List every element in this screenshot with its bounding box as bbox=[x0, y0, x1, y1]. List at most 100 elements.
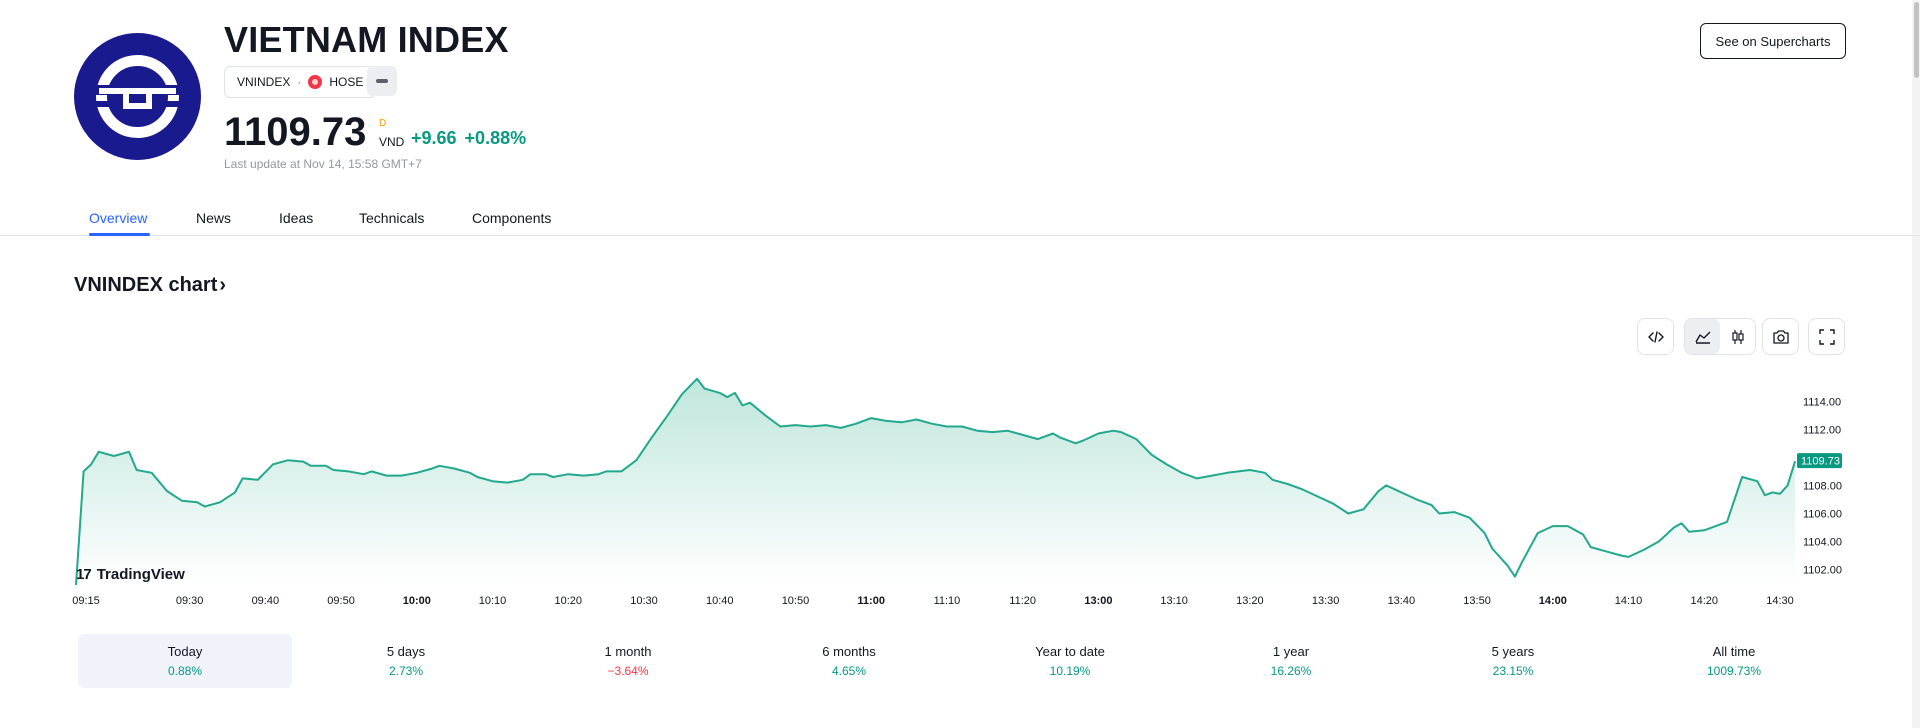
fullscreen-icon bbox=[1818, 328, 1835, 345]
tab-bar: Overview News Ideas Technicals Component… bbox=[0, 203, 1920, 236]
tab-news[interactable]: News bbox=[196, 210, 232, 226]
x-axis-tick: 10:40 bbox=[706, 595, 734, 607]
candlestick-icon bbox=[1731, 329, 1744, 344]
period-1-year[interactable]: 1 year 16.26% bbox=[1184, 634, 1398, 688]
fullscreen-button[interactable] bbox=[1808, 318, 1845, 355]
tradingview-logo-icon: 17 bbox=[76, 566, 92, 583]
period-label: Year to date bbox=[1035, 644, 1105, 659]
period-all-time[interactable]: All time 1009.73% bbox=[1627, 634, 1841, 688]
price-change: +9.66 +0.88% bbox=[411, 128, 526, 149]
y-axis-tick: 1104.00 bbox=[1803, 537, 1842, 549]
period-label: 5 years bbox=[1491, 644, 1535, 659]
tab-components[interactable]: Components bbox=[472, 210, 552, 226]
period-value: 4.65% bbox=[831, 664, 867, 678]
page-scrollbar[interactable] bbox=[1912, 0, 1920, 728]
hose-exchange-icon bbox=[308, 75, 323, 89]
period-label: 6 months bbox=[822, 644, 876, 659]
chevron-right-icon: › bbox=[219, 274, 227, 296]
change-absolute: +9.66 bbox=[411, 128, 457, 148]
embed-button[interactable] bbox=[1637, 318, 1674, 355]
last-update-text: Last update at Nov 14, 15:58 GMT+7 bbox=[224, 157, 422, 171]
period-value: 1009.73% bbox=[1706, 664, 1762, 678]
period-1-month[interactable]: 1 month −3.64% bbox=[521, 634, 735, 688]
more-button[interactable] bbox=[367, 66, 397, 96]
x-axis-tick: 09:40 bbox=[252, 595, 280, 607]
period-year-to-date[interactable]: Year to date 10.19% bbox=[963, 634, 1177, 688]
see-on-supercharts-button[interactable]: See on Supercharts bbox=[1700, 23, 1846, 59]
period-value: 2.73% bbox=[388, 664, 424, 678]
x-axis-tick: 10:10 bbox=[479, 595, 507, 607]
x-axis-tick: 13:30 bbox=[1312, 595, 1340, 607]
y-axis-tick: 1102.00 bbox=[1803, 565, 1842, 577]
current-price-label: 1109.73 bbox=[1801, 456, 1840, 468]
snapshot-button[interactable] bbox=[1762, 318, 1799, 355]
tab-overview[interactable]: Overview bbox=[89, 210, 148, 226]
price-chart[interactable]: 1114.00 1112.00 1108.00 1106.00 1104.00 1102.… bbox=[0, 0, 1920, 620]
more-icon bbox=[376, 79, 388, 83]
x-axis-tick: 11:20 bbox=[1009, 595, 1036, 607]
x-axis-tick: 14:10 bbox=[1615, 595, 1643, 607]
symbol-name: VNINDEX bbox=[237, 75, 291, 89]
period-label: 5 days bbox=[386, 644, 426, 659]
period-label: All time bbox=[1712, 644, 1756, 659]
symbol-separator: · bbox=[297, 75, 302, 89]
x-axis-tick: 10:20 bbox=[555, 595, 583, 607]
period-label: 1 month bbox=[604, 644, 652, 659]
camera-icon bbox=[1772, 329, 1789, 344]
area-style-button[interactable] bbox=[1685, 319, 1720, 354]
y-axis-tick: 1106.00 bbox=[1803, 508, 1842, 520]
period-value: 0.88% bbox=[167, 664, 203, 678]
x-axis-tick: 09:30 bbox=[176, 595, 204, 607]
price-currency: VND bbox=[379, 135, 405, 149]
active-tab-indicator bbox=[89, 233, 150, 236]
price-area-fill bbox=[76, 378, 1796, 585]
period-value: 16.26% bbox=[1270, 664, 1312, 678]
price-line-series bbox=[75, 377, 1797, 586]
exchange-name: HOSE bbox=[329, 75, 364, 89]
tab-ideas[interactable]: Ideas bbox=[279, 210, 314, 226]
period-value: 10.19% bbox=[1049, 664, 1091, 678]
x-axis-tick: 14:00 bbox=[1539, 595, 1567, 607]
period-5-days[interactable]: 5 days 2.73% bbox=[299, 634, 513, 688]
last-price: 1109.73 bbox=[224, 110, 367, 154]
period-today[interactable]: Today 0.88% bbox=[78, 634, 292, 688]
embed-code-icon bbox=[1647, 330, 1664, 343]
x-axis-tick: 09:50 bbox=[327, 595, 355, 607]
chart-heading-text: VNINDEX chart bbox=[74, 274, 218, 296]
x-axis-tick: 10:50 bbox=[782, 595, 810, 607]
period-value: −3.64% bbox=[607, 664, 649, 678]
chart-style-toggle bbox=[1684, 318, 1756, 355]
x-axis-tick: 10:00 bbox=[403, 595, 431, 607]
page-title: VIETNAM INDEX bbox=[224, 19, 509, 60]
tradingview-brand-text: TradingView bbox=[96, 566, 185, 583]
tradingview-brand[interactable]: 17 TradingView bbox=[76, 566, 185, 583]
x-axis-tick: 09:15 bbox=[72, 595, 100, 607]
period-value: 23.15% bbox=[1492, 664, 1534, 678]
change-percent: +0.88% bbox=[464, 128, 527, 148]
x-axis-tick: 10:30 bbox=[630, 595, 658, 607]
current-price-label-bg bbox=[1797, 453, 1842, 469]
candle-style-button[interactable] bbox=[1720, 319, 1755, 354]
period-6-months[interactable]: 6 months 4.65% bbox=[742, 634, 956, 688]
y-axis-tick: 1108.00 bbox=[1803, 480, 1842, 492]
area-chart-icon bbox=[1694, 331, 1710, 344]
vietnam-index-logo bbox=[74, 33, 201, 160]
y-axis-tick: 1114.00 bbox=[1803, 396, 1841, 408]
scrollbar-thumb[interactable] bbox=[1914, 2, 1919, 78]
tab-technicals[interactable]: Technicals bbox=[359, 210, 425, 226]
x-axis-tick: 13:50 bbox=[1463, 595, 1491, 607]
x-axis-tick: 11:10 bbox=[934, 595, 961, 607]
period-5-years[interactable]: 5 years 23.15% bbox=[1406, 634, 1620, 688]
period-label: Today bbox=[167, 644, 203, 659]
x-axis-tick: 14:30 bbox=[1766, 595, 1794, 607]
symbol-badge[interactable]: VNINDEX · HOSE bbox=[224, 66, 377, 98]
y-axis-tick: 1112.00 bbox=[1803, 424, 1841, 436]
x-axis-tick: 13:20 bbox=[1236, 595, 1264, 607]
x-axis-tick: 13:00 bbox=[1084, 595, 1112, 607]
x-axis-tick: 13:10 bbox=[1160, 595, 1188, 607]
x-axis-tick: 11:00 bbox=[857, 595, 885, 607]
x-axis-tick: 14:20 bbox=[1691, 595, 1719, 607]
x-axis-tick: 13:40 bbox=[1388, 595, 1416, 607]
price-flag: D bbox=[379, 118, 387, 129]
chart-heading[interactable]: VNINDEX chart › bbox=[74, 274, 226, 297]
